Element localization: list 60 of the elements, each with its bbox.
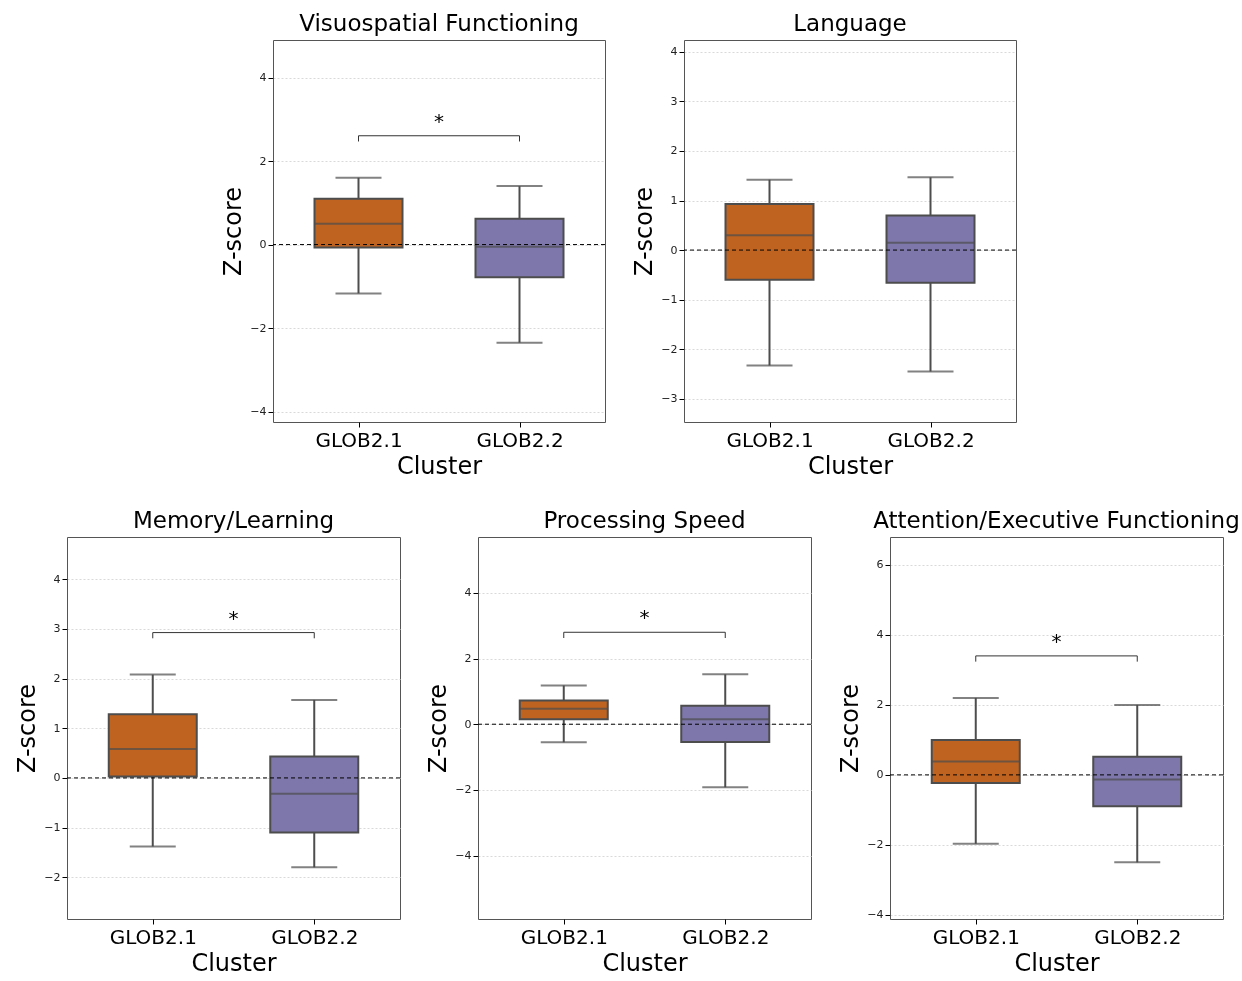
y-tick-label: 4 — [53, 572, 61, 586]
y-tick-label: −4 — [455, 849, 472, 863]
x-axis-title: Cluster — [1014, 948, 1100, 977]
chart-title: Language — [793, 10, 907, 36]
y-tick-label: 0 — [876, 768, 884, 782]
x-axis-title: Cluster — [191, 948, 277, 977]
y-tick-label: −4 — [250, 405, 267, 419]
y-tick-label: 0 — [259, 238, 267, 252]
y-axis-title: Z-score — [219, 186, 248, 277]
y-tick-label: 2 — [259, 154, 267, 168]
x-tick-label: GLOB2.2 — [271, 924, 359, 949]
x-tick-label: GLOB2.2 — [476, 427, 564, 452]
y-tick-label: −2 — [44, 870, 61, 884]
annotation: * — [639, 605, 650, 630]
x-tick-label: GLOB2.1 — [932, 924, 1020, 949]
y-tick-label: 2 — [670, 144, 678, 158]
x-tick-label: GLOB2.2 — [682, 924, 770, 949]
annotation: * — [434, 108, 444, 133]
y-tick-label: −2 — [455, 783, 472, 797]
y-tick-label: −2 — [867, 838, 884, 852]
y-tick-label: 2 — [876, 698, 884, 712]
y-tick-label: −2 — [250, 321, 267, 335]
y-tick-label: 6 — [876, 558, 884, 572]
x-tick-label: GLOB2.1 — [726, 427, 814, 452]
y-tick-label: −3 — [661, 392, 678, 406]
y-tick-label: 1 — [53, 721, 61, 735]
y-tick-label: 3 — [670, 94, 678, 108]
annotation: * — [228, 605, 239, 630]
x-axis-title: Cluster — [807, 451, 894, 480]
x-tick-label: GLOB2.2 — [1094, 924, 1182, 949]
y-tick-label: −2 — [661, 342, 678, 356]
y-tick-label: 0 — [670, 243, 678, 257]
y-tick-label: −4 — [867, 908, 884, 922]
y-tick-label: 2 — [464, 652, 472, 666]
chart-title: Memory/Learning — [132, 507, 335, 533]
y-tick-label: 4 — [670, 45, 678, 59]
y-tick-label: 3 — [53, 622, 61, 636]
chart-title: Visuospatial Functioning — [299, 10, 579, 36]
x-axis-title: Cluster — [396, 451, 483, 480]
y-axis-title: Z-score — [424, 683, 453, 774]
x-tick-label: GLOB2.1 — [315, 427, 403, 452]
y-tick-label: 1 — [670, 194, 678, 208]
y-tick-label: 4 — [876, 628, 884, 642]
x-tick-label: GLOB2.1 — [109, 924, 197, 949]
y-tick-label: −1 — [44, 821, 61, 835]
chart-title: Processing Speed — [543, 507, 746, 533]
x-tick-label: GLOB2.1 — [520, 924, 608, 949]
y-axis-title: Z-score — [13, 683, 42, 774]
y-tick-label: 0 — [53, 771, 61, 785]
y-tick-label: 2 — [53, 672, 61, 686]
y-axis-title: Z-score — [836, 683, 865, 774]
x-tick-label: GLOB2.2 — [887, 427, 975, 452]
y-tick-label: −1 — [661, 293, 678, 307]
x-axis-title: Cluster — [602, 948, 688, 977]
y-tick-label: 4 — [259, 71, 267, 85]
annotation: * — [1051, 628, 1062, 653]
y-axis-title: Z-score — [630, 186, 659, 277]
y-tick-label: 4 — [464, 586, 472, 600]
chart-title: Attention/Executive Functioning — [873, 507, 1240, 533]
y-tick-label: 0 — [464, 717, 472, 731]
